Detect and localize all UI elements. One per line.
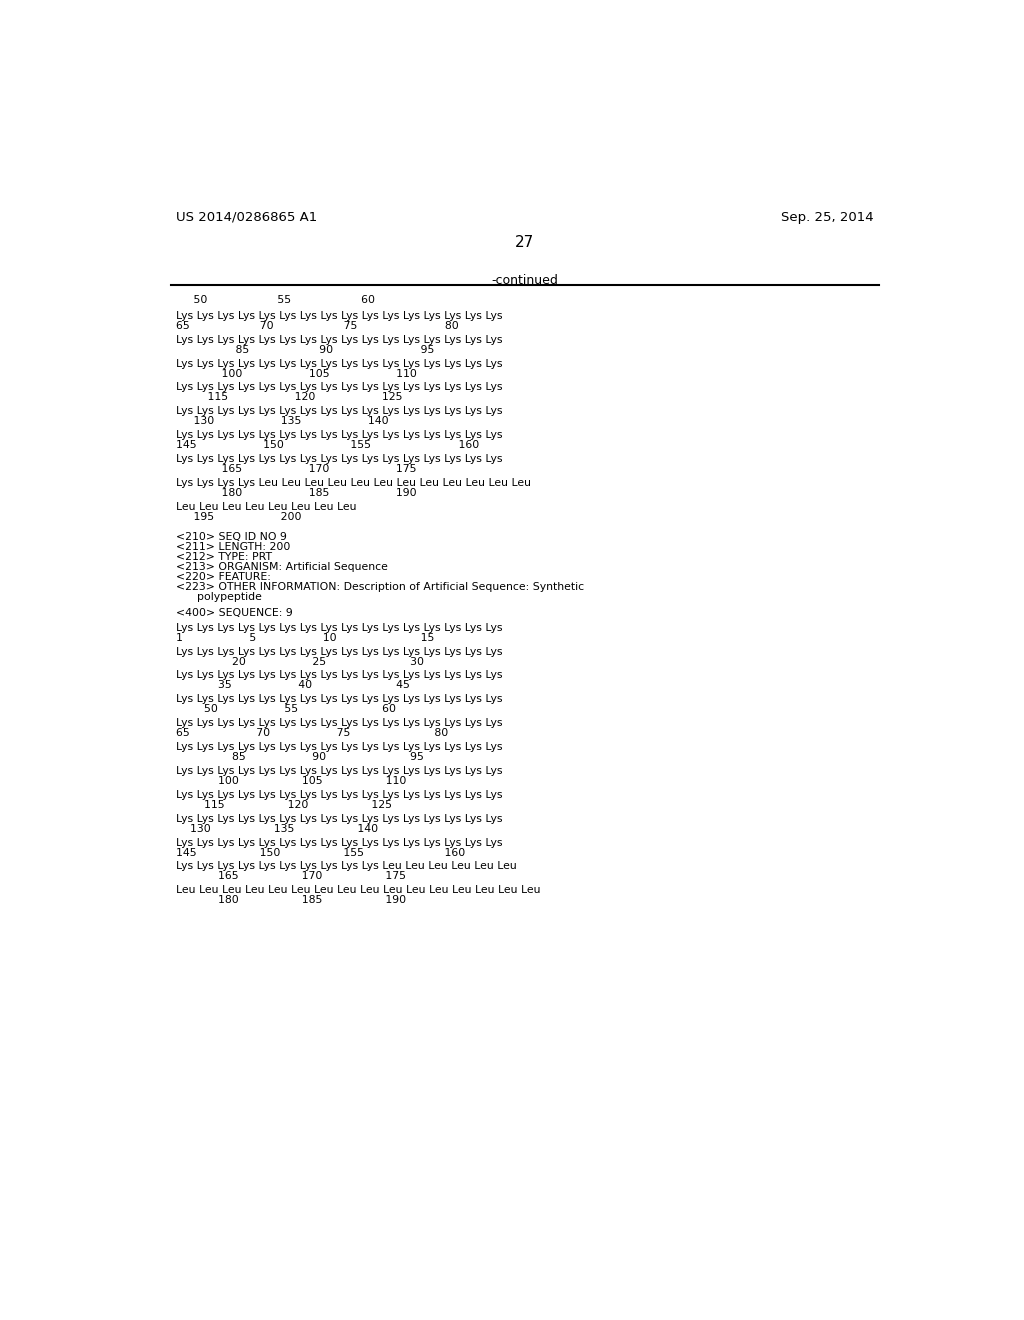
Text: 85                   90                        95: 85 90 95 — [176, 752, 424, 762]
Text: 180                  185                  190: 180 185 190 — [176, 895, 407, 906]
Text: 100                   105                   110: 100 105 110 — [176, 368, 417, 379]
Text: 145                   150                   155                         160: 145 150 155 160 — [176, 441, 479, 450]
Text: -continued: -continued — [492, 275, 558, 286]
Text: Lys Lys Lys Lys Lys Lys Lys Lys Lys Lys Lys Lys Lys Lys Lys Lys: Lys Lys Lys Lys Lys Lys Lys Lys Lys Lys … — [176, 766, 503, 776]
Text: 85                    90                         95: 85 90 95 — [176, 345, 434, 355]
Text: Lys Lys Lys Lys Lys Lys Lys Lys Lys Lys Lys Lys Lys Lys Lys Lys: Lys Lys Lys Lys Lys Lys Lys Lys Lys Lys … — [176, 647, 503, 656]
Text: 100                  105                  110: 100 105 110 — [176, 776, 407, 785]
Text: <213> ORGANISM: Artificial Sequence: <213> ORGANISM: Artificial Sequence — [176, 562, 388, 572]
Text: 35                   40                        45: 35 40 45 — [176, 681, 410, 690]
Text: Lys Lys Lys Lys Lys Lys Lys Lys Lys Lys Lys Lys Lys Lys Lys Lys: Lys Lys Lys Lys Lys Lys Lys Lys Lys Lys … — [176, 407, 503, 416]
Text: Lys Lys Lys Lys Lys Lys Lys Lys Lys Lys Lys Lys Lys Lys Lys Lys: Lys Lys Lys Lys Lys Lys Lys Lys Lys Lys … — [176, 454, 503, 465]
Text: Sep. 25, 2014: Sep. 25, 2014 — [781, 211, 873, 224]
Text: Lys Lys Lys Lys Lys Lys Lys Lys Lys Lys Lys Lys Lys Lys Lys Lys: Lys Lys Lys Lys Lys Lys Lys Lys Lys Lys … — [176, 335, 503, 345]
Text: Lys Lys Lys Lys Lys Lys Lys Lys Lys Lys Lys Lys Lys Lys Lys Lys: Lys Lys Lys Lys Lys Lys Lys Lys Lys Lys … — [176, 789, 503, 800]
Text: polypeptide: polypeptide — [176, 591, 262, 602]
Text: Lys Lys Lys Lys Leu Leu Leu Leu Leu Leu Leu Leu Leu Leu Leu Leu: Lys Lys Lys Lys Leu Leu Leu Leu Leu Leu … — [176, 478, 531, 488]
Text: Lys Lys Lys Lys Lys Lys Lys Lys Lys Lys Lys Lys Lys Lys Lys Lys: Lys Lys Lys Lys Lys Lys Lys Lys Lys Lys … — [176, 838, 503, 847]
Text: <212> TYPE: PRT: <212> TYPE: PRT — [176, 552, 272, 562]
Text: Leu Leu Leu Leu Leu Leu Leu Leu Leu Leu Leu Leu Leu Leu Leu Leu: Leu Leu Leu Leu Leu Leu Leu Leu Leu Leu … — [176, 886, 541, 895]
Text: <211> LENGTH: 200: <211> LENGTH: 200 — [176, 543, 291, 552]
Text: Lys Lys Lys Lys Lys Lys Lys Lys Lys Lys Lys Lys Lys Lys Lys Lys: Lys Lys Lys Lys Lys Lys Lys Lys Lys Lys … — [176, 671, 503, 680]
Text: 180                   185                   190: 180 185 190 — [176, 488, 417, 498]
Text: 165                   170                   175: 165 170 175 — [176, 465, 417, 474]
Text: 115                   120                   125: 115 120 125 — [176, 392, 402, 403]
Text: Lys Lys Lys Lys Lys Lys Lys Lys Lys Lys Lys Lys Lys Lys Lys Lys: Lys Lys Lys Lys Lys Lys Lys Lys Lys Lys … — [176, 813, 503, 824]
Text: 195                   200: 195 200 — [176, 512, 301, 521]
Text: 65                   70                   75                        80: 65 70 75 80 — [176, 729, 449, 738]
Text: Lys Lys Lys Lys Lys Lys Lys Lys Lys Lys Lys Lys Lys Lys Lys Lys: Lys Lys Lys Lys Lys Lys Lys Lys Lys Lys … — [176, 312, 503, 321]
Text: 20                   25                        30: 20 25 30 — [176, 656, 424, 667]
Text: Lys Lys Lys Lys Lys Lys Lys Lys Lys Lys Lys Lys Lys Lys Lys Lys: Lys Lys Lys Lys Lys Lys Lys Lys Lys Lys … — [176, 623, 503, 632]
Text: 1                   5                   10                        15: 1 5 10 15 — [176, 632, 434, 643]
Text: <210> SEQ ID NO 9: <210> SEQ ID NO 9 — [176, 532, 287, 541]
Text: US 2014/0286865 A1: US 2014/0286865 A1 — [176, 211, 317, 224]
Text: Lys Lys Lys Lys Lys Lys Lys Lys Lys Lys Lys Lys Lys Lys Lys Lys: Lys Lys Lys Lys Lys Lys Lys Lys Lys Lys … — [176, 718, 503, 729]
Text: 130                  135                  140: 130 135 140 — [176, 824, 378, 834]
Text: Lys Lys Lys Lys Lys Lys Lys Lys Lys Lys Leu Leu Leu Leu Leu Leu: Lys Lys Lys Lys Lys Lys Lys Lys Lys Lys … — [176, 862, 517, 871]
Text: 65                    70                    75                         80: 65 70 75 80 — [176, 321, 459, 331]
Text: 165                  170                  175: 165 170 175 — [176, 871, 407, 882]
Text: Lys Lys Lys Lys Lys Lys Lys Lys Lys Lys Lys Lys Lys Lys Lys Lys: Lys Lys Lys Lys Lys Lys Lys Lys Lys Lys … — [176, 359, 503, 368]
Text: Lys Lys Lys Lys Lys Lys Lys Lys Lys Lys Lys Lys Lys Lys Lys Lys: Lys Lys Lys Lys Lys Lys Lys Lys Lys Lys … — [176, 694, 503, 705]
Text: Lys Lys Lys Lys Lys Lys Lys Lys Lys Lys Lys Lys Lys Lys Lys Lys: Lys Lys Lys Lys Lys Lys Lys Lys Lys Lys … — [176, 383, 503, 392]
Text: <220> FEATURE:: <220> FEATURE: — [176, 572, 271, 582]
Text: 50                    55                    60: 50 55 60 — [176, 296, 375, 305]
Text: 115                  120                  125: 115 120 125 — [176, 800, 392, 809]
Text: 130                   135                   140: 130 135 140 — [176, 416, 389, 426]
Text: <400> SEQUENCE: 9: <400> SEQUENCE: 9 — [176, 609, 293, 618]
Text: Lys Lys Lys Lys Lys Lys Lys Lys Lys Lys Lys Lys Lys Lys Lys Lys: Lys Lys Lys Lys Lys Lys Lys Lys Lys Lys … — [176, 430, 503, 440]
Text: 50                   55                        60: 50 55 60 — [176, 705, 396, 714]
Text: 145                  150                  155                       160: 145 150 155 160 — [176, 847, 465, 858]
Text: 27: 27 — [515, 235, 535, 251]
Text: Leu Leu Leu Leu Leu Leu Leu Leu: Leu Leu Leu Leu Leu Leu Leu Leu — [176, 502, 356, 512]
Text: <223> OTHER INFORMATION: Description of Artificial Sequence: Synthetic: <223> OTHER INFORMATION: Description of … — [176, 582, 584, 591]
Text: Lys Lys Lys Lys Lys Lys Lys Lys Lys Lys Lys Lys Lys Lys Lys Lys: Lys Lys Lys Lys Lys Lys Lys Lys Lys Lys … — [176, 742, 503, 752]
